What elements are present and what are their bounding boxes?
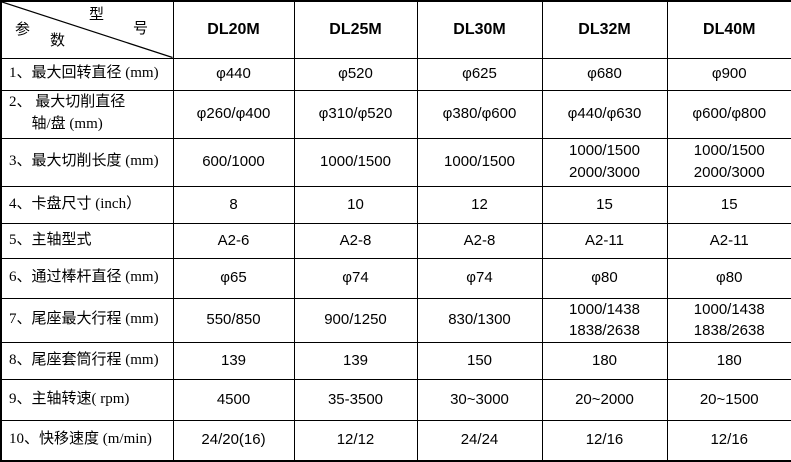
corner-label-param-char1: 参 [15, 22, 31, 38]
column-header-dl32m: DL32M [541, 0, 668, 59]
spec-row-label: 7、尾座最大行程 (mm) [0, 297, 174, 343]
spec-value-cell: φ74 [293, 257, 418, 299]
table-row: 10、快移速度 (m/min) 24/20(16) 12/12 24/24 12… [0, 420, 791, 461]
spec-value-cell: φ65 [172, 257, 295, 299]
spec-row-label: 3、最大切削长度 (mm) [0, 137, 174, 187]
spec-value-cell: 12/12 [293, 420, 418, 461]
column-header-dl40m: DL40M [666, 0, 791, 59]
diagonal-divider-line [2, 2, 172, 57]
spec-value-cell: 30~3000 [416, 379, 543, 421]
table-row: 5、主轴型式 A2-6 A2-8 A2-8 A2-11 A2-11 [0, 222, 791, 259]
spec-row-label: 4、卡盘尺寸 (inch） [0, 185, 174, 224]
spec-value-cell: 15 [666, 185, 791, 224]
table-row: 3、最大切削长度 (mm) 600/1000 1000/1500 1000/15… [0, 137, 791, 187]
spec-value-cell: 1000/1500 2000/3000 [666, 137, 791, 187]
spec-value-cell: φ440 [172, 57, 295, 91]
spec-value-cell: 1000/1438 1838/2638 [541, 297, 668, 343]
spec-row-label: 2、 最大切削直径 轴/盘 (mm) [0, 89, 174, 139]
spec-value-cell: A2-11 [541, 222, 668, 259]
corner-label-param-char2: 数 [50, 33, 66, 49]
spec-value-cell: 12/16 [666, 420, 791, 461]
spec-value-cell: φ380/φ600 [416, 89, 543, 139]
spec-value-cell: φ440/φ630 [541, 89, 668, 139]
spec-value-cell: φ680 [541, 57, 668, 91]
spec-row-label: 10、快移速度 (m/min) [0, 420, 174, 461]
table-row: 9、主轴转速( rpm) 4500 35-3500 30~3000 20~200… [0, 379, 791, 421]
table-row: 7、尾座最大行程 (mm) 550/850 900/1250 830/1300 … [0, 297, 791, 343]
table-row: 8、尾座套筒行程 (mm) 139 139 150 180 180 [0, 342, 791, 380]
spec-value-cell: 900/1250 [293, 297, 418, 343]
spec-value-cell: φ260/φ400 [172, 89, 295, 139]
spec-value-cell: φ625 [416, 57, 543, 91]
spec-value-cell: A2-6 [172, 222, 295, 259]
spec-value-cell: φ600/φ800 [666, 89, 791, 139]
spec-row-label: 9、主轴转速( rpm) [0, 379, 174, 421]
spec-value-cell: 1000/1438 1838/2638 [666, 297, 791, 343]
table-row: 4、卡盘尺寸 (inch） 8 10 12 15 15 [0, 185, 791, 224]
spec-value-cell: 20~1500 [666, 379, 791, 421]
spec-value-cell: A2-8 [293, 222, 418, 259]
spec-value-cell: φ80 [541, 257, 668, 299]
spec-value-cell: 180 [666, 342, 791, 380]
spec-value-cell: A2-11 [666, 222, 791, 259]
spec-value-cell: 150 [416, 342, 543, 380]
table-row: 1、最大回转直径 (mm) φ440 φ520 φ625 φ680 φ900 [0, 57, 791, 91]
column-header-dl25m: DL25M [293, 0, 418, 59]
spec-value-cell: 24/24 [416, 420, 543, 461]
corner-header-cell: 型 号 参 数 [0, 0, 174, 59]
spec-value-cell: 1000/1500 [293, 137, 418, 187]
spec-row-label: 5、主轴型式 [0, 222, 174, 259]
spec-value-cell: 12 [416, 185, 543, 224]
spec-value-cell: 10 [293, 185, 418, 224]
spec-value-cell: φ74 [416, 257, 543, 299]
spec-value-cell: 550/850 [172, 297, 295, 343]
spec-row-label: 8、尾座套筒行程 (mm) [0, 342, 174, 380]
column-header-dl30m: DL30M [416, 0, 543, 59]
table-row: 2、 最大切削直径 轴/盘 (mm) φ260/φ400 φ310/φ520 φ… [0, 89, 791, 139]
spec-value-cell: φ520 [293, 57, 418, 91]
spec-value-cell: 20~2000 [541, 379, 668, 421]
spec-value-cell: φ310/φ520 [293, 89, 418, 139]
spec-value-cell: 139 [172, 342, 295, 380]
spec-value-cell: 600/1000 [172, 137, 295, 187]
spec-value-cell: φ900 [666, 57, 791, 91]
spec-value-cell: A2-8 [416, 222, 543, 259]
header-row: 型 号 参 数 DL20M DL25M DL30M DL32M DL40M [0, 0, 791, 59]
spec-value-cell: 12/16 [541, 420, 668, 461]
spec-value-cell: 4500 [172, 379, 295, 421]
spec-value-cell: 8 [172, 185, 295, 224]
spec-value-cell: φ80 [666, 257, 791, 299]
spec-value-cell: 15 [541, 185, 668, 224]
spec-value-cell: 35-3500 [293, 379, 418, 421]
spec-row-label: 1、最大回转直径 (mm) [0, 57, 174, 91]
table-row: 6、通过棒杆直径 (mm) φ65 φ74 φ74 φ80 φ80 [0, 257, 791, 299]
spec-value-cell: 24/20(16) [172, 420, 295, 461]
spec-value-cell: 1000/1500 [416, 137, 543, 187]
corner-label-model-char2: 号 [133, 21, 149, 37]
spec-value-cell: 830/1300 [416, 297, 543, 343]
corner-label-model-char1: 型 [89, 7, 105, 23]
spec-value-cell: 180 [541, 342, 668, 380]
spec-value-cell: 139 [293, 342, 418, 380]
spec-row-label: 6、通过棒杆直径 (mm) [0, 257, 174, 299]
column-header-dl20m: DL20M [172, 0, 295, 59]
spec-value-cell: 1000/1500 2000/3000 [541, 137, 668, 187]
